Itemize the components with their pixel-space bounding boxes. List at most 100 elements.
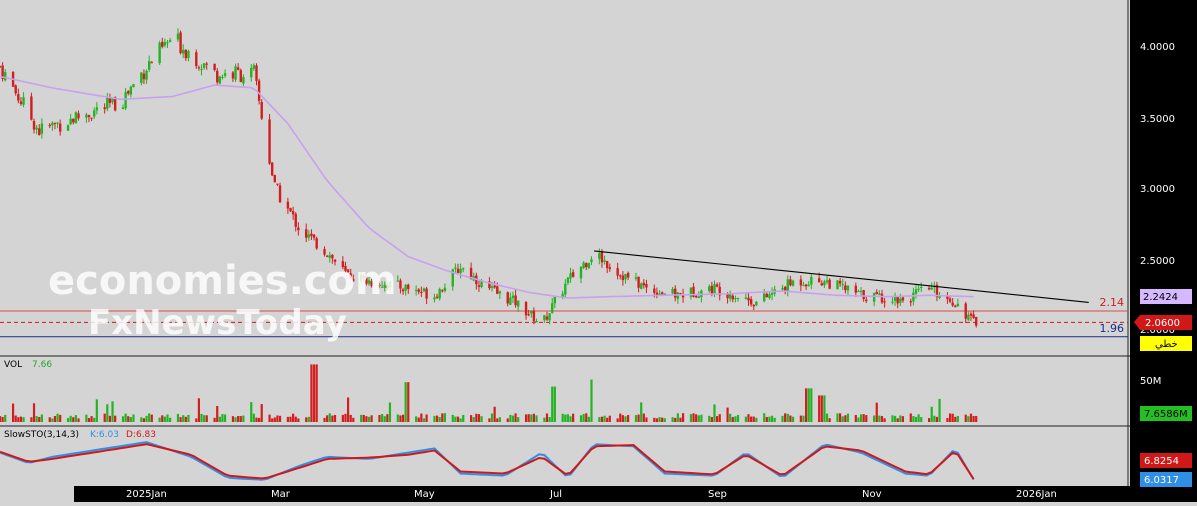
volume-bar xyxy=(422,418,426,422)
volume-bar xyxy=(708,415,711,422)
volume-bar xyxy=(948,413,952,422)
candle-body xyxy=(799,279,803,286)
volume-bar xyxy=(11,403,15,422)
volume-bar xyxy=(511,415,515,422)
candle-body xyxy=(438,289,441,299)
volume-bar xyxy=(967,416,970,422)
candle-body xyxy=(111,97,114,103)
candle-body xyxy=(912,292,915,302)
volume-bar xyxy=(218,416,221,422)
volume-bar xyxy=(791,416,795,422)
candle-body xyxy=(370,281,373,287)
volume-bar xyxy=(781,415,784,422)
candle-body xyxy=(425,288,428,299)
candle-body xyxy=(0,66,2,68)
candle-body xyxy=(383,284,386,288)
candle-body xyxy=(325,255,329,257)
candle-body xyxy=(454,267,457,269)
volume-bar xyxy=(802,415,805,422)
volume-bar xyxy=(203,415,206,422)
volume-bar xyxy=(472,417,475,422)
volume-bar xyxy=(169,417,172,422)
volume-bar xyxy=(56,413,59,422)
volume-bar xyxy=(825,413,829,422)
volume-bar xyxy=(179,417,182,422)
volume-bar xyxy=(32,403,36,422)
volume-bar xyxy=(857,417,860,422)
volume-bar xyxy=(331,415,334,422)
candle-body xyxy=(35,127,38,130)
candle-body xyxy=(587,263,591,269)
volume-bar xyxy=(140,417,143,422)
candle-body xyxy=(820,283,823,286)
volume-bar xyxy=(234,417,237,422)
volume-bar xyxy=(195,418,198,422)
sto-k-badge: 6.0317 xyxy=(1140,472,1192,487)
volume-bar xyxy=(640,402,643,422)
time-axis-panel xyxy=(74,486,1130,502)
candle-body xyxy=(270,162,274,176)
volume-bar xyxy=(726,407,729,422)
volume-bar xyxy=(451,414,454,422)
candle-body xyxy=(477,285,481,287)
volume-bar xyxy=(718,414,721,422)
candle-body xyxy=(715,284,719,287)
volume-bar xyxy=(883,418,886,422)
volume-bar xyxy=(239,416,242,422)
candle-body xyxy=(763,293,766,302)
candle-body xyxy=(527,314,530,316)
volume-bar xyxy=(454,416,457,422)
candle-body xyxy=(841,284,844,286)
volume-bar xyxy=(692,413,695,422)
volume-bar xyxy=(532,413,536,422)
volume-bar xyxy=(161,415,164,422)
candle-body xyxy=(948,298,952,302)
volume-bar xyxy=(946,418,949,422)
candle-body xyxy=(236,67,240,70)
candle-body xyxy=(260,102,263,119)
volume-bar xyxy=(90,416,93,422)
volume-bar xyxy=(17,417,20,422)
candle-body xyxy=(535,321,538,323)
volume-bar xyxy=(975,415,978,422)
volume-bar xyxy=(569,416,572,422)
candle-body xyxy=(297,227,300,231)
candle-body xyxy=(414,289,418,291)
volume-bar xyxy=(205,415,208,422)
candle-body xyxy=(789,279,792,286)
volume-bar xyxy=(676,413,679,422)
candle-body xyxy=(658,293,661,296)
candle-body xyxy=(823,281,826,286)
candle-body xyxy=(600,251,604,263)
sto-d-badge: 6.8254 xyxy=(1140,453,1192,468)
volume-bar xyxy=(862,414,865,422)
volume-bar xyxy=(85,414,88,422)
candle-body xyxy=(291,211,295,215)
candle-body xyxy=(17,94,20,101)
volume-bar xyxy=(0,416,2,422)
volume-bar xyxy=(315,364,318,422)
volume-bar xyxy=(506,418,509,422)
volume-bar xyxy=(216,406,219,422)
volume-bar xyxy=(111,401,114,422)
volume-bar xyxy=(333,414,337,422)
candle-body xyxy=(791,280,795,286)
candle-body xyxy=(142,73,146,80)
volume-bar xyxy=(103,413,106,422)
volume-bar xyxy=(349,414,352,422)
volume-bar xyxy=(252,413,255,422)
volume-bar xyxy=(260,404,263,422)
resistance-level-label: 2.14 xyxy=(1100,296,1125,309)
candle-body xyxy=(85,114,88,118)
moving-average-line xyxy=(0,75,974,299)
volume-bar xyxy=(255,417,258,422)
volume-bar xyxy=(231,416,235,422)
candle-body xyxy=(514,295,517,306)
volume-bar xyxy=(187,414,190,422)
candle-body xyxy=(726,294,729,299)
volume-bar xyxy=(242,415,245,422)
candle-body xyxy=(571,272,575,277)
volume-bar xyxy=(789,415,792,422)
candle-body xyxy=(872,293,876,302)
volume-bar xyxy=(257,417,261,422)
